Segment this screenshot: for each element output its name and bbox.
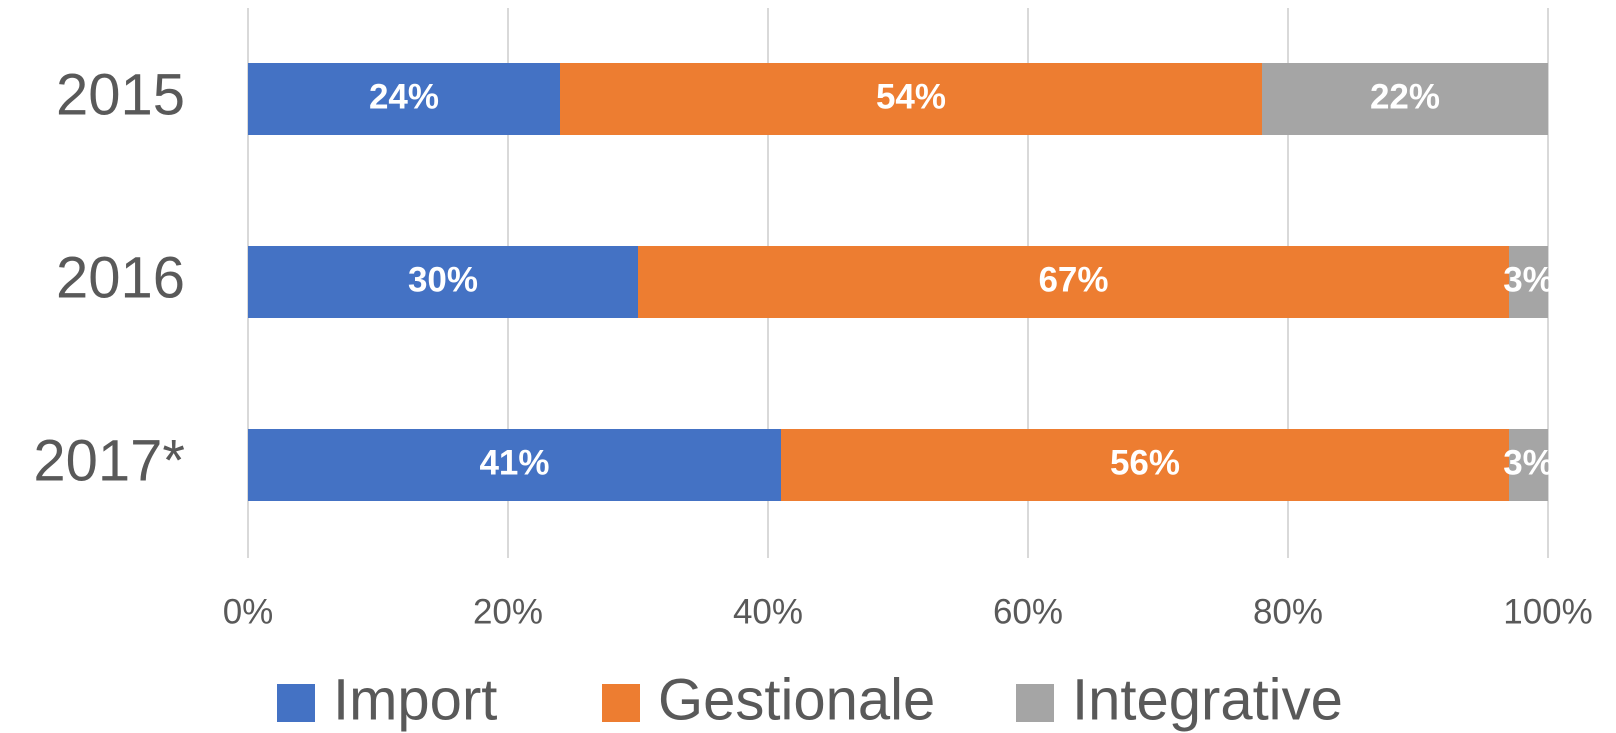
data-label: 3% [1503,443,1554,482]
label-group: 56% [1110,443,1180,482]
bar-segment [1509,429,1548,501]
x-tick-label: 80% [1253,592,1323,631]
legend-swatch [602,684,640,722]
x-tick-label: 100% [1503,592,1593,631]
data-label: 24% [369,77,439,116]
bar-segment [1262,63,1548,135]
bar-segment [248,246,638,318]
label-group: 67% [1038,260,1108,299]
x-tick-label: 40% [733,592,803,631]
label-group: 30% [408,260,478,299]
label-group: 54% [876,77,946,116]
bar-segment [248,429,781,501]
legend-label: Import [333,667,497,732]
label-group: 24% [369,77,439,116]
label-group: 3% [1503,443,1554,482]
x-tick-label: 60% [993,592,1063,631]
data-label: 22% [1370,77,1440,116]
y-tick-label: 2015 [56,62,185,127]
data-label: 56% [1110,443,1180,482]
label-group: 41% [479,443,549,482]
bar-segment [560,63,1262,135]
label-group: 22% [1370,77,1440,116]
bar-segment [248,63,560,135]
legend-label: Gestionale [658,667,935,732]
bar-segment [1509,246,1548,318]
data-label: 41% [479,443,549,482]
legend-swatch [1016,684,1054,722]
x-tick-label: 0% [223,592,274,631]
x-tick-label: 20% [473,592,543,631]
data-label: 30% [408,260,478,299]
bar-segment [781,429,1509,501]
y-tick-label: 2017* [33,428,185,493]
bar-segment [638,246,1509,318]
data-label: 54% [876,77,946,116]
legend-label: Integrative [1072,667,1343,732]
data-label: 67% [1038,260,1108,299]
y-tick-label: 2016 [56,245,185,310]
label-group: 3% [1503,260,1554,299]
legend-swatch [277,684,315,722]
data-label: 3% [1503,260,1554,299]
